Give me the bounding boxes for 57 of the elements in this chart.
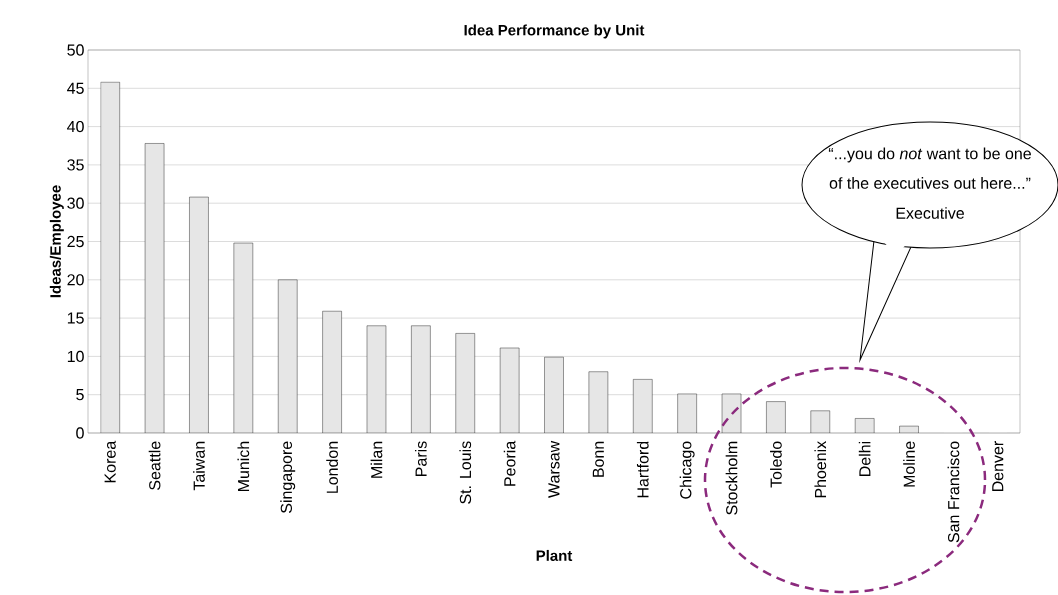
bar — [366, 325, 387, 433]
bar — [233, 242, 254, 433]
x-axis-title: Plant — [536, 549, 573, 561]
bar — [455, 333, 475, 433]
x-tick-label: St. Louis — [459, 441, 472, 504]
bar — [721, 393, 742, 433]
bar — [633, 379, 653, 433]
x-tick-label: Stockholm — [725, 441, 738, 515]
x-tick-label: Seattle — [148, 441, 161, 490]
x-tick-label: Taiwan — [193, 441, 205, 491]
x-tick-label: Toledo — [770, 441, 782, 488]
bar — [854, 418, 875, 433]
y-tick-label: 40 — [67, 120, 84, 133]
x-tick-label: San Francisco — [947, 441, 960, 543]
x-tick-label: Paris — [414, 441, 427, 476]
y-tick-label: 0 — [76, 427, 84, 439]
annotation: “...you do not want to be one — [828, 147, 1031, 163]
x-tick-label: Singapore — [280, 441, 296, 514]
x-tick-label: Chicago — [679, 441, 695, 499]
y-tick-label: 30 — [67, 197, 84, 209]
bar — [810, 410, 830, 433]
y-tick-label: 35 — [67, 159, 84, 171]
x-tick-label: Phoenix — [814, 440, 827, 498]
x-tick-label: London — [326, 441, 338, 493]
annotation: of the executives out here...” — [829, 177, 1031, 189]
x-tick-label: Hartford — [636, 441, 649, 498]
x-tick-label: Warsaw — [548, 440, 560, 498]
bar — [544, 356, 564, 433]
x-tick-label: Korea — [104, 440, 116, 483]
x-tick-label: Munich — [237, 441, 250, 492]
x-tick-label: Delhi — [858, 441, 871, 476]
x-tick-label: Milan — [370, 441, 383, 478]
y-tick-label: 20 — [67, 274, 84, 286]
x-tick-label: Moline — [903, 441, 915, 487]
bar — [278, 279, 298, 433]
y-tick-label: 15 — [67, 312, 84, 324]
y-tick-label: 25 — [67, 235, 84, 248]
bar — [899, 425, 919, 433]
x-tick-label: Denver — [992, 441, 1004, 492]
annotation: Executive — [896, 207, 964, 219]
y-tick-label: 50 — [67, 44, 84, 56]
y-tick-label: 5 — [76, 389, 84, 401]
bar — [677, 393, 697, 433]
bar — [144, 143, 165, 433]
bar — [411, 325, 431, 433]
bar — [189, 196, 209, 433]
bar — [100, 81, 120, 433]
bar — [322, 311, 342, 433]
y-axis-title: Ideas/Employee — [49, 185, 64, 298]
bar — [766, 401, 786, 433]
x-tick-label: Bonn — [592, 441, 604, 477]
bar — [588, 371, 609, 433]
chart-title: Idea Performance by Unit — [464, 24, 645, 39]
bar — [499, 347, 520, 433]
y-tick-label: 10 — [67, 350, 84, 363]
x-tick-label: Peoria — [503, 440, 516, 486]
y-tick-label: 45 — [67, 82, 84, 94]
